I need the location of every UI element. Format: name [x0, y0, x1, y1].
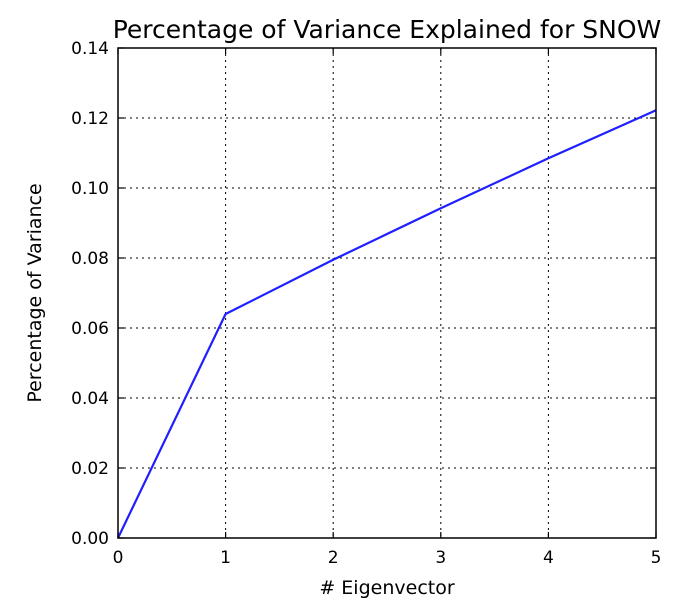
data-point [547, 157, 550, 159]
axis-ticks: 0 1 2 3 4 5 0.00 0.02 0.04 0.06 0.08 0.10 0.12 0.14 [71, 39, 661, 568]
y-tick-label: 0.14 [71, 39, 109, 59]
y-axis-label: Percentage of Variance [24, 183, 46, 402]
x-tick-label: 5 [651, 548, 662, 568]
y-tick-label: 0.04 [71, 389, 109, 409]
x-tick-label: 2 [328, 548, 339, 568]
grid [118, 48, 656, 538]
series-line [117, 109, 657, 539]
x-tick-label: 0 [113, 548, 124, 568]
y-tick-label: 0.12 [71, 109, 109, 129]
data-point [225, 313, 227, 315]
chart-title: Percentage of Variance Explained for SNO… [113, 15, 662, 44]
data-point [440, 207, 442, 209]
x-axis-label: # Eigenvector [319, 577, 454, 599]
x-tick-label: 3 [435, 548, 446, 568]
x-tick-label: 4 [543, 548, 554, 568]
y-tick-label: 0.10 [71, 179, 109, 199]
y-tick-label: 0.06 [71, 319, 109, 339]
plot-frame [117, 47, 657, 539]
y-tick-label: 0.00 [71, 529, 109, 549]
data-point [332, 259, 334, 261]
y-tick-label: 0.08 [71, 249, 109, 269]
x-tick-label: 1 [220, 548, 231, 568]
y-tick-label: 0.02 [71, 459, 109, 479]
series-layer [117, 109, 657, 539]
